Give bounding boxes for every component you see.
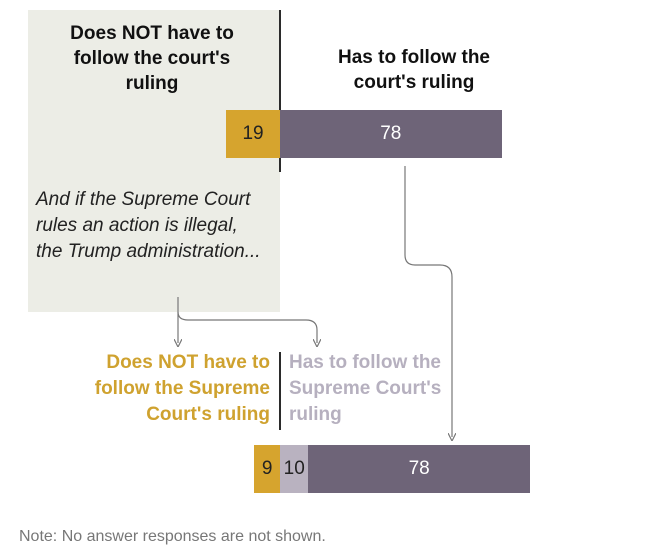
bar-q1-follow-label: 78 bbox=[380, 123, 402, 144]
header2-does-not-have-to-follow: Does NOT have to follow the Supreme Cour… bbox=[94, 352, 270, 425]
bar-q2-follow-label: 78 bbox=[408, 458, 430, 479]
header-has-to-follow: Has to follow the court's ruling bbox=[338, 47, 490, 93]
header-does-not-have-to-follow: Does NOT have to follow the court's ruli… bbox=[70, 23, 234, 94]
center-divider-bottom bbox=[279, 352, 281, 430]
center-divider-top bbox=[279, 10, 281, 172]
header2-has-to-follow: Has to follow the Supreme Court's ruling bbox=[289, 352, 442, 425]
bar-q1-not-follow-label: 19 bbox=[242, 123, 264, 144]
followup-prompt: And if the Supreme Court rules an action… bbox=[36, 189, 261, 262]
left-panel-background bbox=[28, 10, 280, 312]
bar-q2-follow-from-not: 10 bbox=[280, 445, 309, 493]
bar-q1-not-follow: 19 bbox=[226, 110, 280, 158]
bar-q2-follow: 78 bbox=[308, 445, 530, 493]
bar-q1-follow: 78 bbox=[280, 110, 502, 158]
arrow-prompt-to-follow bbox=[177, 311, 317, 343]
bar-q2-not-follow-label: 9 bbox=[261, 458, 273, 479]
arrow-follow-to-follow bbox=[404, 166, 452, 437]
bar-q2-follow-from-not-label: 10 bbox=[283, 458, 305, 479]
bar-q2-not-follow: 9 bbox=[254, 445, 280, 493]
footnote: Note: No answer responses are not shown. bbox=[19, 528, 326, 545]
